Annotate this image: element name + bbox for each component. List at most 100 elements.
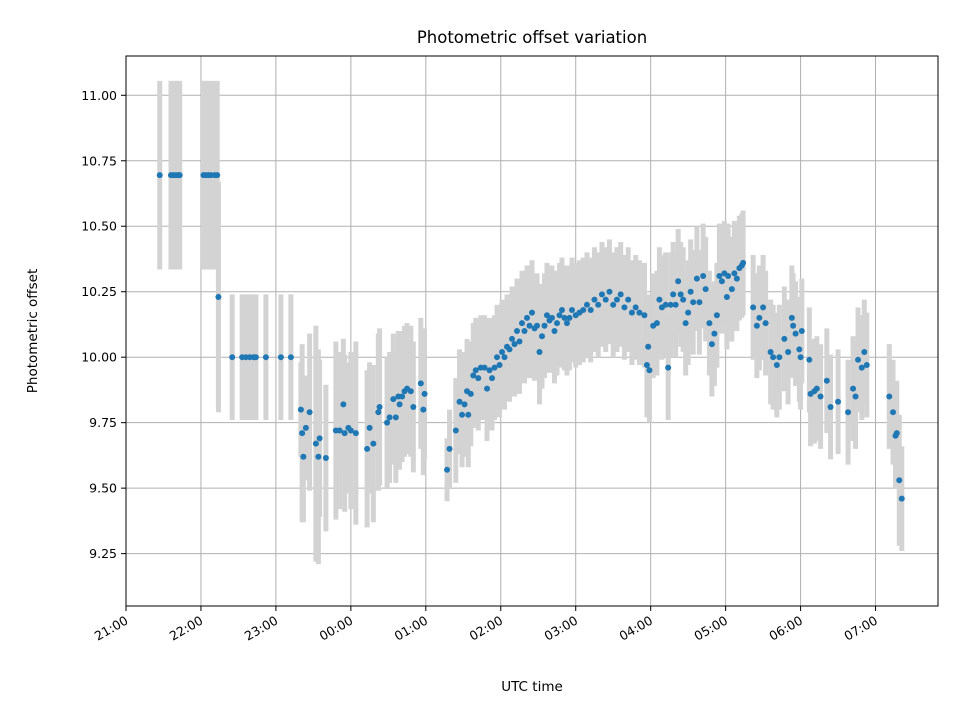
chart-title: Photometric offset variation	[417, 28, 647, 47]
data-point	[625, 296, 632, 303]
data-point	[481, 364, 488, 371]
data-point	[728, 286, 735, 293]
data-point	[776, 354, 783, 361]
data-point	[484, 385, 491, 392]
data-point	[656, 296, 663, 303]
data-point	[538, 333, 545, 340]
data-point	[459, 411, 466, 418]
data-point	[731, 270, 738, 277]
data-point	[796, 346, 803, 353]
data-point	[861, 348, 868, 355]
data-point	[706, 320, 713, 327]
data-point	[376, 403, 383, 410]
data-point	[499, 348, 506, 355]
data-point	[347, 427, 354, 434]
data-point	[494, 354, 501, 361]
data-point	[645, 343, 652, 350]
y-tick-label: 9.50	[89, 481, 117, 496]
data-point	[514, 328, 521, 334]
data-point	[855, 356, 862, 363]
x-axis-label: UTC time	[501, 679, 563, 695]
data-point	[316, 435, 323, 442]
data-point	[366, 424, 373, 431]
data-point	[156, 172, 163, 179]
data-point	[392, 414, 399, 421]
data-point	[898, 495, 905, 502]
data-point	[790, 322, 797, 329]
data-point	[561, 314, 568, 321]
data-point	[548, 314, 555, 321]
data-point	[850, 385, 857, 392]
data-point	[852, 393, 859, 400]
data-point	[835, 398, 842, 405]
data-point	[516, 338, 523, 345]
data-point	[813, 385, 820, 392]
data-point	[340, 401, 347, 408]
data-point	[396, 401, 403, 408]
data-point	[215, 293, 222, 300]
data-point	[680, 296, 687, 303]
data-point	[602, 296, 609, 303]
data-point	[417, 380, 424, 387]
data-point	[322, 455, 329, 462]
data-point	[521, 328, 528, 334]
data-point	[750, 304, 757, 311]
data-point	[302, 424, 309, 431]
data-point	[702, 286, 709, 293]
data-point	[496, 362, 503, 369]
y-tick-label: 11.00	[81, 88, 117, 103]
data-point	[798, 328, 805, 334]
data-point	[470, 372, 477, 379]
data-point	[643, 362, 650, 369]
data-point	[595, 301, 602, 308]
data-point	[519, 320, 526, 327]
data-point	[176, 172, 183, 179]
data-point	[687, 288, 694, 295]
data-point	[762, 320, 769, 327]
data-point	[693, 275, 700, 282]
data-point	[580, 307, 587, 314]
y-tick-label: 10.50	[81, 219, 117, 234]
data-point	[773, 362, 780, 369]
data-point	[407, 388, 414, 395]
data-point	[277, 354, 284, 361]
data-point	[598, 291, 605, 298]
data-point	[214, 172, 221, 179]
data-point	[662, 301, 669, 308]
y-tick-label: 10.25	[81, 284, 117, 299]
data-point	[718, 278, 725, 285]
data-point	[410, 403, 417, 410]
data-point	[711, 330, 718, 337]
data-point	[315, 453, 322, 460]
data-point	[472, 367, 479, 374]
data-point	[806, 356, 813, 363]
data-point	[489, 375, 496, 382]
data-point	[306, 409, 313, 416]
data-point	[533, 322, 540, 329]
data-point	[827, 403, 834, 410]
data-point	[475, 375, 482, 382]
data-point	[845, 409, 852, 416]
data-point	[262, 354, 269, 361]
data-point	[390, 396, 397, 403]
data-point	[421, 390, 428, 397]
data-point	[444, 466, 451, 473]
data-point	[465, 411, 472, 418]
data-point	[858, 364, 865, 371]
plot-area-frame	[125, 55, 939, 607]
data-point	[690, 299, 697, 306]
data-point	[526, 322, 533, 329]
data-point	[591, 296, 598, 303]
data-point	[725, 273, 732, 279]
data-point	[767, 348, 774, 355]
data-point	[364, 445, 371, 452]
data-point	[384, 419, 391, 426]
data-point	[491, 364, 498, 371]
data-point	[653, 320, 660, 327]
data-point	[708, 341, 715, 348]
data-point	[646, 367, 653, 374]
data-point	[792, 330, 799, 337]
data-point	[420, 406, 427, 413]
data-point	[300, 453, 307, 460]
